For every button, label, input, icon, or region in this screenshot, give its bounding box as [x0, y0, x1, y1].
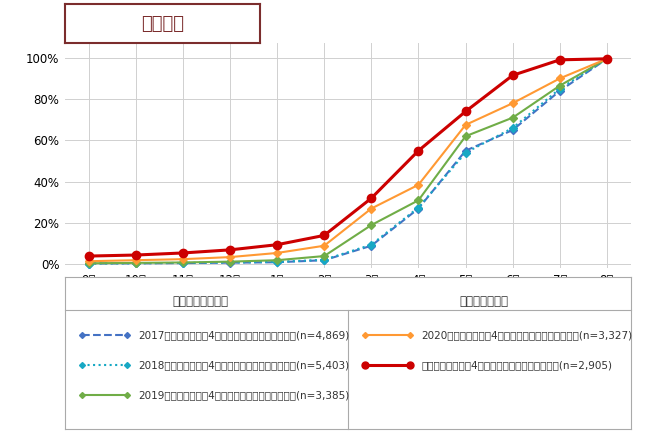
Text: 卒業・修了前年度: 卒業・修了前年度: [173, 295, 229, 308]
Text: 今年度調査・大学4年生・内々定時期：累積割合(n=2,905): 今年度調査・大学4年生・内々定時期：累積割合(n=2,905): [421, 360, 612, 370]
Text: 累計割合: 累計割合: [141, 15, 184, 33]
Text: 2019年度調査・大学4年生・内々定時期：累積割合(n=3,385): 2019年度調査・大学4年生・内々定時期：累積割合(n=3,385): [138, 390, 350, 401]
Text: 2017年度調査・大学4年生・内々定時期：累積割合(n=4,869): 2017年度調査・大学4年生・内々定時期：累積割合(n=4,869): [138, 330, 350, 340]
Text: 2020年度調査・大学4年生・内々定時期：累積割合(n=3,327): 2020年度調査・大学4年生・内々定時期：累積割合(n=3,327): [421, 330, 632, 340]
Text: 卒業・修了年度: 卒業・修了年度: [459, 295, 508, 308]
Text: 2018年度調査・大学4年生・内々定時期：累積割合(n=5,403): 2018年度調査・大学4年生・内々定時期：累積割合(n=5,403): [138, 360, 350, 370]
